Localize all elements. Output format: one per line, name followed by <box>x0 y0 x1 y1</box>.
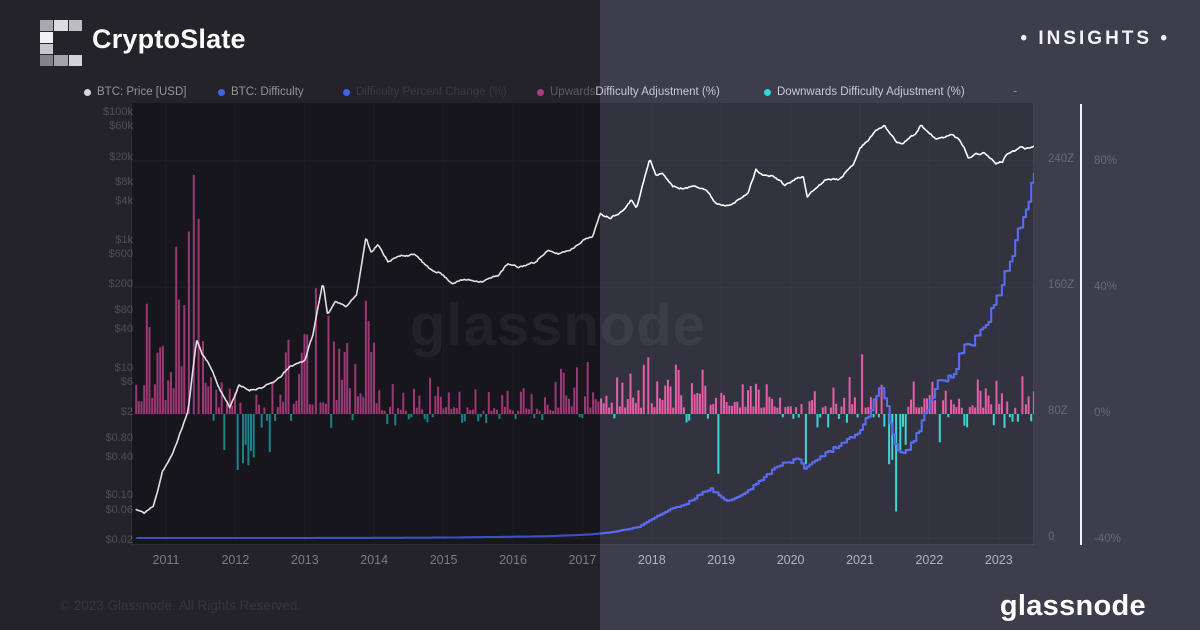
logo-pixel <box>54 20 68 31</box>
legend-dot-icon <box>84 88 91 96</box>
axis-tick-label: -40% <box>1094 532 1121 545</box>
legend-label: BTC: Price [USD] <box>97 86 187 98</box>
axis-tick-label: $0.06 <box>105 503 133 516</box>
axis-tick-label: $40 <box>114 323 133 336</box>
legend-item-4[interactable]: Downwards Difficulty Adjustment (%) <box>764 85 965 99</box>
legend-dot-icon <box>343 88 350 96</box>
legend-label: Upwards <box>550 86 596 98</box>
axis-tick-label: $0.40 <box>105 450 133 463</box>
logo-pixel <box>54 55 68 66</box>
axis-tick-label: $6 <box>120 375 133 388</box>
logo-pixel <box>40 20 54 31</box>
axis-tick-label: 80% <box>1094 155 1118 168</box>
axis-tick-label: 240Z <box>1048 153 1075 166</box>
logo-pixel <box>68 20 82 31</box>
axis-tick-label: 160Z <box>1048 279 1075 292</box>
legend-dot-icon <box>764 88 771 96</box>
year-tick-label: 2013 <box>290 553 319 567</box>
logo-pixel <box>68 55 82 66</box>
year-tick-label: 2021 <box>846 553 874 567</box>
glassnode-watermark: glassnode <box>410 293 706 358</box>
cryptoslate-logo-icon <box>40 20 82 66</box>
axis-tick-label: $0.02 <box>105 534 133 547</box>
axis-tick-label: 0% <box>1094 407 1111 419</box>
legend-dot-icon <box>537 88 544 96</box>
year-tick-label: 2018 <box>637 553 666 567</box>
year-tick-label: 2016 <box>499 553 527 567</box>
axis-tick-label: $100k <box>103 106 133 118</box>
legend-item-disabled-2[interactable]: Difficulty Percent Change (%) <box>343 85 507 99</box>
axis-tick-label: 40% <box>1094 281 1118 294</box>
logo-pixel <box>40 43 54 55</box>
year-tick-label: 2019 <box>707 553 736 567</box>
legend-label: BTC: Difficulty <box>231 86 304 98</box>
legend-collapse-button[interactable]: - <box>1013 83 1018 98</box>
axis-tick-label: $4k <box>115 195 133 208</box>
logo-pixel <box>54 32 67 43</box>
year-tick-label: 2012 <box>221 553 250 567</box>
legend-item-0[interactable]: BTC: Price [USD] <box>84 85 186 99</box>
axis-tick-label: $0.10 <box>105 489 133 502</box>
year-tick-label: 2020 <box>776 553 805 567</box>
legend-dot-icon <box>218 88 225 96</box>
axis-tick-label: 0 <box>1048 531 1055 543</box>
axis-tick-label: $60k <box>109 120 133 133</box>
logo-pixel <box>40 55 54 66</box>
year-tick-label: 2014 <box>360 553 389 567</box>
insights-badge: • INSIGHTS • <box>1020 28 1170 49</box>
year-tick-label: 2015 <box>429 553 458 567</box>
chart-plot-background <box>131 103 1034 545</box>
logo-pixel <box>54 44 67 55</box>
logo-pixel <box>69 44 82 55</box>
glassnode-wordmark: glassnode <box>999 590 1146 622</box>
axis-tick-label: $0.80 <box>105 431 133 444</box>
year-tick-label: 2017 <box>568 553 597 567</box>
year-tick-label: 2011 <box>152 553 180 567</box>
axis-tick-label: $8k <box>115 176 133 189</box>
axis-divider-line <box>1080 104 1082 545</box>
axis-tick-label: $20k <box>109 150 133 163</box>
brand-title: CryptoSlate <box>92 24 246 54</box>
legend-item-3[interactable]: Upwards Difficulty Adjustment (%) <box>537 85 720 99</box>
chart-plot-area[interactable] <box>131 103 1034 550</box>
axis-tick-label: $200 <box>108 278 133 291</box>
legend-item-1[interactable]: BTC: Difficulty <box>218 85 304 99</box>
legend-label: Downwards Difficulty Adjustment (%) <box>777 86 965 98</box>
axis-tick-label: $80 <box>114 303 133 316</box>
axis-tick-label: $10 <box>114 361 133 374</box>
legend-label: Difficulty Percent Change (%) <box>356 86 507 98</box>
year-tick-label: 2022 <box>915 553 944 567</box>
year-tick-label: 2023 <box>984 553 1013 567</box>
axis-tick-label: $1k <box>115 233 133 246</box>
legend-label: Difficulty Adjustment (%) <box>595 86 720 98</box>
logo-pixel <box>69 32 82 43</box>
axis-tick-label: $2 <box>120 406 133 419</box>
copyright-text: © 2023 Glassnode. All Rights Reserved. <box>60 598 302 613</box>
logo-pixel <box>40 31 54 43</box>
axis-tick-label: 80Z <box>1048 405 1068 418</box>
axis-tick-label: $600 <box>108 247 133 260</box>
